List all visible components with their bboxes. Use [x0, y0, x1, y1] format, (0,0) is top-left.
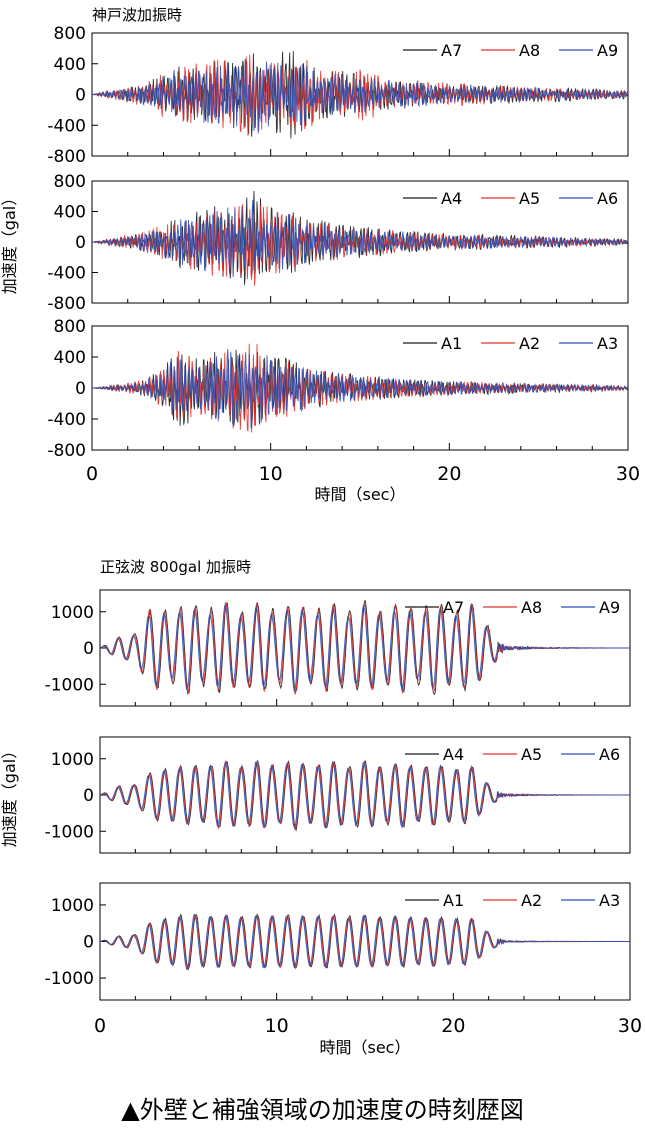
- legend-label: A9: [597, 41, 618, 60]
- series-line-A6: [92, 200, 629, 278]
- x-tick-label: 0: [86, 463, 98, 485]
- y-tick-label: 400: [54, 55, 86, 75]
- legend-label: A5: [519, 189, 540, 208]
- legend-label: A7: [441, 41, 462, 60]
- y-tick-label: -1000: [45, 822, 94, 842]
- y-tick-label: -400: [47, 410, 86, 430]
- x-tick-label: 20: [437, 463, 461, 485]
- y-tick-label: 800: [54, 24, 86, 44]
- legend-label: A4: [443, 745, 464, 764]
- legend-label: A2: [521, 891, 542, 910]
- x-axis-label: 時間（sec）: [315, 485, 406, 504]
- y-tick-label: 1000: [51, 603, 94, 623]
- series-line-A9: [92, 59, 629, 134]
- legend-label: A8: [519, 41, 540, 60]
- y-tick-label: -800: [47, 147, 86, 167]
- legend-label: A2: [519, 334, 540, 353]
- y-axis-label: 加速度（gal）: [0, 743, 19, 847]
- y-tick-label: 400: [54, 203, 86, 223]
- y-tick-label: -1000: [45, 675, 94, 695]
- x-tick-label: 10: [259, 463, 283, 485]
- y-tick-label: 400: [54, 348, 86, 368]
- legend-label: A1: [443, 891, 464, 910]
- y-tick-label: -800: [47, 294, 86, 314]
- chart-title: 神戸波加振時: [92, 6, 182, 24]
- x-axis-label: 時間（sec）: [320, 1038, 411, 1057]
- y-tick-label: -400: [47, 116, 86, 136]
- series-line-A3: [99, 913, 630, 970]
- y-axis-label: 加速度（gal）: [0, 190, 19, 294]
- y-tick-label: 800: [54, 172, 86, 192]
- series-line-A3: [92, 349, 629, 429]
- legend-label: A6: [597, 189, 618, 208]
- legend-label: A8: [521, 598, 542, 617]
- legend-label: A9: [599, 598, 620, 617]
- x-tick-label: 30: [618, 1015, 642, 1037]
- figure: 神戸波加振時 800 400 0 -400 -800 A7 A8 A9 800 400 0 -400 -8…: [0, 6, 642, 1057]
- legend-label: A7: [443, 598, 464, 617]
- series-line-A6: [99, 760, 630, 829]
- figure-caption: ▲外壁と補強領域の加速度の時刻歴図: [121, 1096, 524, 1124]
- y-tick-label: -400: [47, 264, 86, 284]
- legend-label: A4: [441, 189, 462, 208]
- series-line-A9: [99, 603, 630, 692]
- x-tick-label: 30: [616, 463, 640, 485]
- y-tick-label: 0: [83, 933, 94, 953]
- x-tick-label: 0: [94, 1015, 106, 1037]
- chart-title: 正弦波 800gal 加振時: [100, 558, 251, 576]
- x-tick-label: 20: [441, 1015, 465, 1037]
- x-tick-label: 10: [265, 1015, 289, 1037]
- y-tick-label: 0: [83, 786, 94, 806]
- y-tick-label: 0: [83, 639, 94, 659]
- y-tick-label: -800: [47, 441, 86, 461]
- y-tick-label: 0: [75, 86, 86, 106]
- legend-label: A6: [599, 745, 620, 764]
- legend-label: A3: [597, 334, 618, 353]
- y-tick-label: 0: [75, 379, 86, 399]
- y-tick-label: 1000: [51, 750, 94, 770]
- y-tick-label: 1000: [51, 896, 94, 916]
- y-tick-label: 800: [54, 317, 86, 337]
- legend-label: A5: [521, 745, 542, 764]
- legend-label: A3: [599, 891, 620, 910]
- y-tick-label: -1000: [45, 969, 94, 989]
- legend-label: A1: [441, 334, 462, 353]
- y-tick-label: 0: [75, 233, 86, 253]
